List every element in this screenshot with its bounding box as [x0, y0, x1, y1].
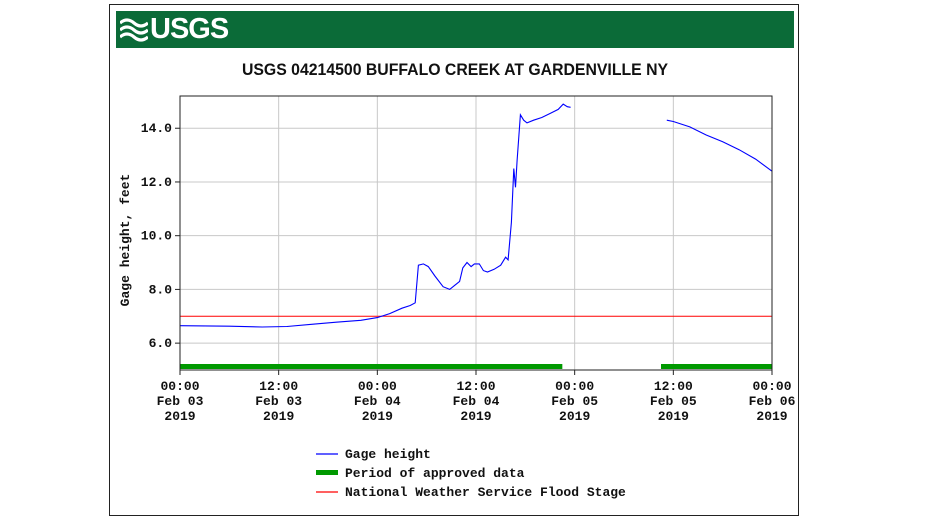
usgs-logo-text: USGS [150, 13, 229, 45]
x-tick-label: Feb 03 [157, 394, 204, 409]
y-tick-label: 10.0 [141, 229, 172, 244]
x-tick-label: 2019 [263, 409, 294, 424]
x-tick-label: 00:00 [358, 379, 397, 394]
x-tick-label: Feb 05 [551, 394, 598, 409]
x-tick-label: 00:00 [752, 379, 791, 394]
y-tick-label: 14.0 [141, 121, 172, 136]
x-tick-label: 00:00 [160, 379, 199, 394]
y-tick-label: 8.0 [149, 282, 173, 297]
y-tick-label: 12.0 [141, 175, 172, 190]
gage-height-line [666, 119, 773, 172]
legend-swatch [316, 470, 338, 475]
x-tick-label: 2019 [460, 409, 491, 424]
x-tick-label: 2019 [756, 409, 787, 424]
y-tick-label: 6.0 [149, 336, 173, 351]
legend-label: Period of approved data [345, 466, 525, 481]
x-tick-label: Feb 03 [255, 394, 302, 409]
approved-data-bar [180, 364, 563, 369]
legend-label: Gage height [345, 447, 431, 462]
y-axis-label: Gage height, feet [118, 174, 133, 307]
x-tick-label: 2019 [362, 409, 393, 424]
x-tick-label: Feb 04 [453, 394, 500, 409]
usgs-wave-logo-icon [120, 18, 148, 42]
x-tick-label: 2019 [164, 409, 195, 424]
x-tick-label: Feb 05 [650, 394, 697, 409]
legend-label: National Weather Service Flood Stage [345, 485, 626, 500]
gage-height-line [179, 103, 571, 328]
usgs-banner: USGS [116, 11, 794, 48]
x-tick-label: 2019 [559, 409, 590, 424]
chart-frame [109, 4, 799, 516]
chart-title: USGS 04214500 BUFFALO CREEK AT GARDENVIL… [241, 60, 669, 79]
x-tick-label: 00:00 [555, 379, 594, 394]
x-tick-label: Feb 06 [749, 394, 796, 409]
approved-data-bar [661, 364, 772, 369]
x-tick-label: 12:00 [456, 379, 495, 394]
x-tick-label: 12:00 [259, 379, 298, 394]
x-tick-label: 2019 [658, 409, 689, 424]
x-tick-label: 12:00 [654, 379, 693, 394]
x-tick-label: Feb 04 [354, 394, 401, 409]
